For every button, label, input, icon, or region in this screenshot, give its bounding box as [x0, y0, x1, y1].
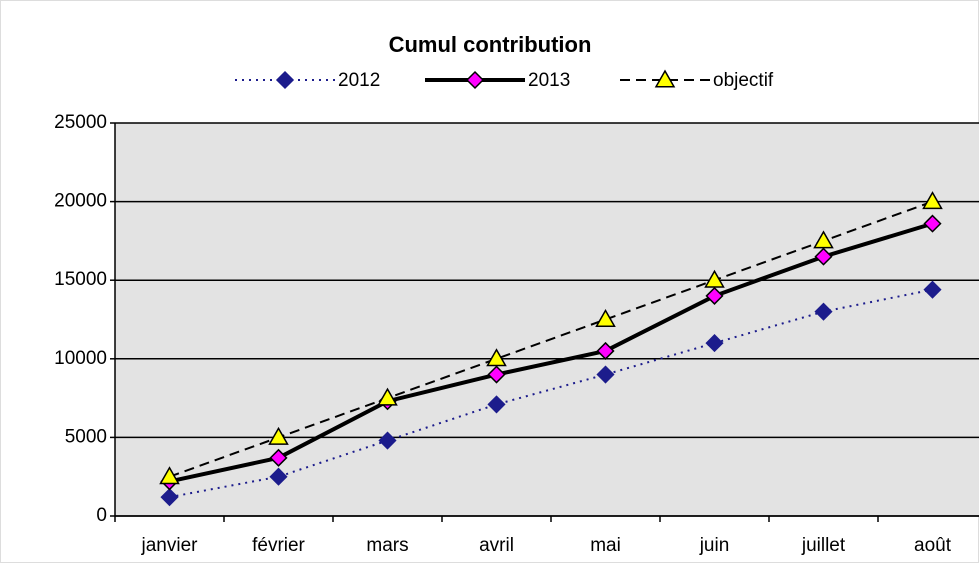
- legend-marker: [465, 70, 485, 90]
- data-point: [160, 488, 179, 507]
- legend-marker: [654, 69, 676, 88]
- data-point: [269, 467, 288, 486]
- legend-label: 2013: [528, 70, 570, 91]
- data-point: [922, 191, 943, 210]
- data-point: [378, 431, 397, 450]
- legend-label: objectif: [713, 70, 774, 91]
- x-tick-label: avril: [479, 535, 514, 556]
- chart-title: Cumul contribution: [389, 32, 592, 57]
- data-point: [705, 334, 724, 353]
- x-tick-label: juin: [699, 535, 730, 556]
- data-point: [813, 230, 834, 249]
- data-point: [487, 365, 506, 384]
- data-point: [377, 387, 398, 406]
- series-line: [169, 221, 934, 484]
- y-tick-label: 15000: [54, 269, 107, 290]
- y-tick-label: 25000: [54, 112, 107, 133]
- x-tick-label: mars: [366, 535, 408, 556]
- data-point: [487, 395, 506, 414]
- data-point: [705, 286, 724, 305]
- legend-label: 2012: [338, 70, 380, 91]
- plot-area: [115, 123, 979, 516]
- y-tick-label: 0: [96, 505, 107, 526]
- x-tick-label: mai: [590, 535, 621, 556]
- data-point: [923, 214, 942, 233]
- y-tick-label: 20000: [54, 191, 107, 212]
- data-point: [268, 426, 289, 445]
- legend-marker: [275, 70, 295, 90]
- data-point: [595, 308, 616, 327]
- series-line: [169, 200, 933, 478]
- data-point: [704, 269, 725, 288]
- x-tick-label: janvier: [141, 535, 199, 556]
- y-tick-label: 10000: [54, 348, 107, 369]
- data-point: [596, 341, 615, 361]
- data-point: [596, 365, 615, 384]
- data-point: [923, 280, 942, 299]
- x-tick-label: juillet: [801, 535, 846, 556]
- data-point: [814, 247, 833, 266]
- data-point: [486, 348, 507, 367]
- data-point: [814, 302, 833, 321]
- x-tick-label: février: [252, 535, 305, 556]
- x-tick-label: août: [914, 535, 952, 556]
- y-tick-label: 5000: [65, 426, 107, 447]
- data-point: [159, 466, 180, 485]
- data-point: [269, 448, 288, 467]
